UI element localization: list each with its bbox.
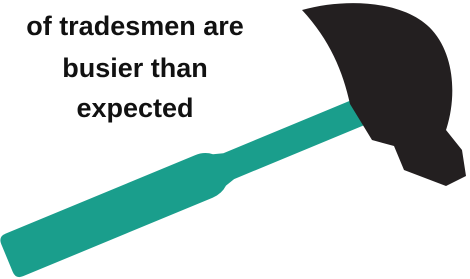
caption-line: of tradesmen are	[26, 11, 244, 41]
hammer	[0, 3, 466, 279]
caption-line: busier than	[62, 53, 208, 83]
page: {"text": {"lines": ["of tradesmen are", …	[0, 0, 470, 279]
caption-line: expected	[76, 93, 193, 123]
hammer-head	[302, 3, 466, 186]
infographic: of tradesmen are busier than expected	[0, 0, 470, 279]
